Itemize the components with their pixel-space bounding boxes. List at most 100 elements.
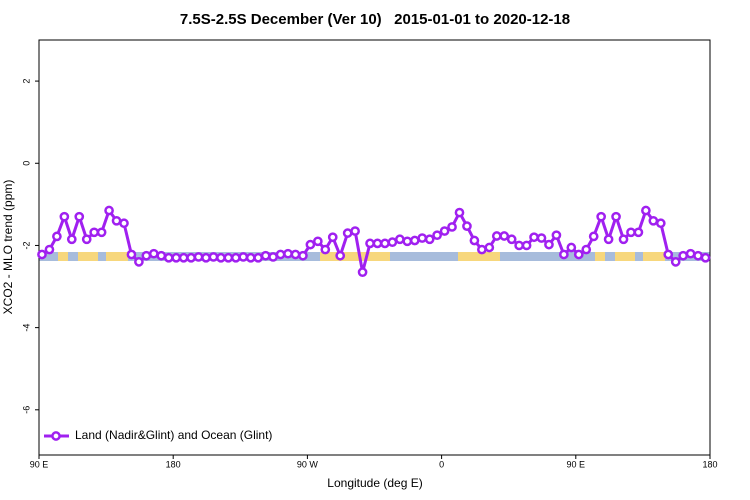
legend-marker bbox=[51, 431, 61, 441]
x-tick-label: 90 E bbox=[567, 459, 586, 469]
data-point bbox=[193, 252, 204, 262]
data-point bbox=[447, 222, 457, 232]
data-point bbox=[89, 227, 100, 238]
data-point bbox=[335, 250, 346, 261]
data-point bbox=[380, 238, 390, 249]
data-point bbox=[66, 234, 77, 245]
data-point bbox=[678, 250, 689, 261]
data-point bbox=[37, 249, 47, 260]
data-point bbox=[551, 230, 562, 241]
data-point bbox=[208, 252, 219, 262]
data-point bbox=[275, 249, 286, 260]
data-point bbox=[409, 235, 420, 246]
y-axis-label: XCO2 - MLO trend (ppm) bbox=[1, 180, 15, 315]
data-point bbox=[402, 236, 413, 247]
legend-label: Land (Nadir&Glint) and Ocean (Glint) bbox=[75, 428, 272, 442]
data-point bbox=[350, 226, 360, 236]
data-point bbox=[111, 215, 122, 226]
data-point bbox=[439, 226, 450, 236]
x-tick-label: 180 bbox=[166, 459, 181, 469]
data-point bbox=[59, 211, 70, 222]
data-point bbox=[432, 230, 442, 241]
data-point bbox=[566, 242, 577, 253]
data-point bbox=[685, 248, 696, 259]
data-point bbox=[365, 238, 375, 249]
data-point bbox=[238, 252, 249, 262]
data-point bbox=[424, 234, 435, 245]
data-point bbox=[588, 231, 599, 242]
data-point bbox=[641, 205, 651, 216]
data-point bbox=[320, 244, 331, 255]
data-point bbox=[573, 249, 584, 260]
data-point bbox=[178, 252, 189, 263]
data-point bbox=[268, 252, 278, 262]
data-point bbox=[477, 244, 487, 255]
data-point bbox=[119, 218, 129, 229]
x-tick-label: 90 W bbox=[297, 459, 319, 469]
data-point bbox=[253, 252, 264, 263]
data-point bbox=[387, 237, 398, 248]
x-axis-label: Longitude (deg E) bbox=[327, 476, 422, 490]
data-point bbox=[148, 248, 159, 259]
x-tick-label: 180 bbox=[702, 459, 717, 469]
data-point bbox=[417, 233, 428, 243]
data-point bbox=[633, 227, 644, 238]
data-point bbox=[454, 207, 465, 218]
data-point bbox=[514, 240, 524, 251]
data-point bbox=[52, 231, 62, 242]
x-tick-label: 90 E bbox=[30, 459, 49, 469]
data-point bbox=[626, 227, 636, 238]
data-point bbox=[544, 239, 554, 250]
y-tick-label: 0 bbox=[21, 161, 31, 166]
data-point bbox=[559, 249, 569, 260]
data-point bbox=[342, 228, 353, 238]
plot-frame bbox=[38, 39, 711, 456]
data-point bbox=[305, 239, 316, 250]
data-point bbox=[186, 252, 196, 263]
data-point bbox=[618, 234, 629, 245]
data-point bbox=[163, 252, 174, 263]
data-point bbox=[394, 234, 405, 245]
data-point bbox=[298, 250, 308, 261]
data-point bbox=[357, 267, 368, 278]
data-point bbox=[74, 211, 85, 222]
data-point bbox=[372, 238, 383, 249]
data-point bbox=[655, 218, 666, 229]
data-point bbox=[663, 249, 674, 260]
data-point bbox=[230, 252, 241, 263]
data-point bbox=[216, 252, 226, 263]
data-point bbox=[693, 250, 703, 261]
data-point bbox=[529, 232, 539, 243]
data-point bbox=[469, 235, 480, 246]
data-point bbox=[201, 252, 211, 263]
data-point bbox=[648, 215, 659, 226]
data-point bbox=[245, 252, 256, 263]
data-point bbox=[134, 257, 144, 267]
y-tick-label: -6 bbox=[21, 406, 31, 414]
data-point bbox=[462, 221, 472, 231]
data-point bbox=[700, 252, 711, 263]
data-point bbox=[283, 248, 293, 259]
data-point bbox=[327, 232, 338, 243]
data-point bbox=[126, 249, 137, 260]
y-tick-label: 2 bbox=[21, 79, 31, 84]
data-point bbox=[506, 234, 517, 245]
data-point bbox=[611, 211, 621, 222]
data-point bbox=[581, 244, 592, 255]
land-ocean-strip bbox=[39, 252, 710, 261]
data-point bbox=[290, 249, 301, 260]
data-point bbox=[81, 234, 92, 245]
data-point bbox=[484, 242, 495, 253]
data-point bbox=[104, 205, 114, 216]
data-point bbox=[171, 252, 182, 263]
data-point bbox=[521, 240, 532, 251]
y-tick-label: -4 bbox=[21, 324, 31, 332]
data-point bbox=[260, 250, 271, 261]
data-point bbox=[670, 257, 681, 267]
data-point bbox=[491, 231, 502, 241]
data-point bbox=[44, 244, 55, 255]
data-point bbox=[141, 250, 152, 261]
data-point bbox=[596, 211, 606, 222]
y-tick-label: -2 bbox=[21, 241, 31, 249]
